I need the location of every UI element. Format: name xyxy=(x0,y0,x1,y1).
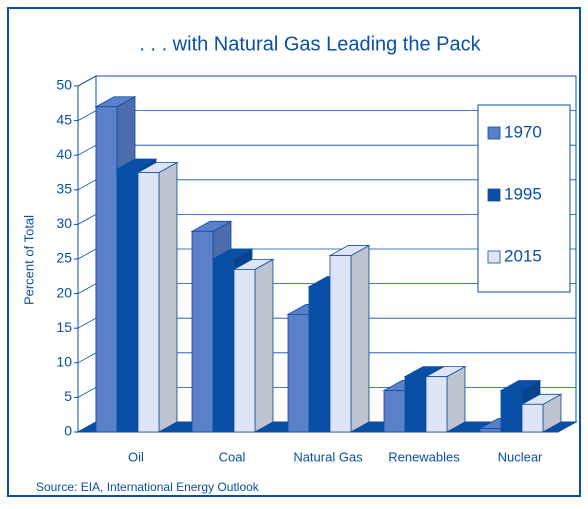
grid-line xyxy=(77,75,576,87)
bar-side-shade xyxy=(351,245,369,432)
bar-front xyxy=(116,168,139,433)
bar-front xyxy=(404,376,427,433)
bar-side-shade xyxy=(255,259,273,432)
bar xyxy=(232,258,275,433)
y-tick-label: 10 xyxy=(56,354,72,370)
y-tick-label: 30 xyxy=(56,215,72,231)
y-tick-label: 40 xyxy=(56,146,72,162)
bar-front xyxy=(521,403,544,433)
x-tick-label: Natural Gas xyxy=(293,449,363,464)
bar xyxy=(328,244,371,433)
bar-front xyxy=(191,230,214,433)
bar-front xyxy=(329,255,352,433)
bar-front xyxy=(425,376,448,433)
y-tick-label: 15 xyxy=(56,319,72,335)
y-tick-label: 0 xyxy=(64,423,72,439)
legend-label: 1995 xyxy=(504,184,542,203)
bar xyxy=(424,365,467,433)
bar-side-shade xyxy=(447,366,465,432)
bar xyxy=(136,161,179,433)
y-tick-label: 25 xyxy=(56,250,72,266)
bar-front xyxy=(95,106,118,433)
bar-front xyxy=(479,428,502,433)
bar-side-shade xyxy=(159,162,177,432)
bar-front xyxy=(233,268,256,433)
bar-front xyxy=(500,390,523,433)
y-tick-label: 50 xyxy=(56,77,72,93)
legend-label: 2015 xyxy=(504,246,542,265)
y-tick-label: 45 xyxy=(56,111,72,127)
legend-label: 1970 xyxy=(504,122,542,141)
bar-front xyxy=(137,172,160,433)
bar-front xyxy=(383,390,406,433)
bar-front xyxy=(308,286,331,433)
bar xyxy=(520,393,563,433)
legend-swatch xyxy=(487,250,501,264)
x-tick-label: Coal xyxy=(219,449,246,464)
x-tick-label: Oil xyxy=(128,449,144,464)
x-tick-label: Renewables xyxy=(388,449,460,464)
bar-front xyxy=(287,313,310,433)
x-tick-label: Nuclear xyxy=(498,449,543,464)
chart-title: . . . with Natural Gas Leading the Pack xyxy=(139,33,481,55)
y-tick-label: 35 xyxy=(56,181,72,197)
legend-swatch xyxy=(487,188,501,202)
bar-side-shade xyxy=(543,394,561,432)
y-tick-label: 20 xyxy=(56,284,72,300)
y-tick-label: 5 xyxy=(64,388,72,404)
y-axis-label: Percent of Total xyxy=(21,215,36,305)
source: Source: EIA, International Energy Outloo… xyxy=(36,480,260,494)
legend-swatch xyxy=(487,126,501,140)
bar-front xyxy=(212,258,235,433)
